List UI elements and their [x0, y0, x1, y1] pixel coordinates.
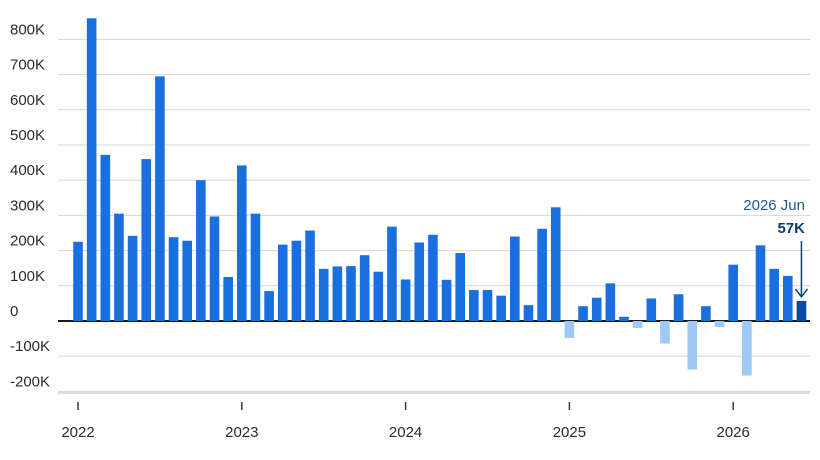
- bar-2024-09: [510, 236, 520, 321]
- bar-2024-06: [469, 290, 479, 321]
- bar-2022-10: [196, 180, 206, 321]
- bar-2022-11: [209, 216, 220, 321]
- x-tick-label: 2022: [61, 424, 94, 441]
- bar-2025-04: [605, 283, 616, 321]
- bar-2022-08: [168, 237, 179, 321]
- bar-2023-07: [318, 268, 329, 321]
- y-tick-label: 200K: [10, 233, 45, 250]
- y-tick-label: 700K: [10, 57, 45, 74]
- bar-2024-07: [482, 290, 493, 321]
- bar-2025-09: [673, 294, 684, 321]
- y-tick-label: 0: [10, 303, 18, 320]
- bar-2023-09: [346, 266, 356, 321]
- bar-2022-06: [141, 159, 152, 321]
- bar-2025-11: [701, 306, 711, 321]
- y-tick-label: 400K: [10, 162, 45, 179]
- bar-2026-03: [755, 245, 766, 321]
- bar-2026-06: [796, 300, 807, 321]
- bar-2025-03: [591, 297, 602, 321]
- bar-2024-10: [523, 305, 534, 321]
- bar-2025-01: [564, 321, 575, 338]
- bar-2022-07: [155, 76, 165, 321]
- bar-2023-11: [373, 271, 384, 321]
- y-tick-label: -200K: [10, 373, 50, 390]
- bar-2024-04: [441, 279, 452, 321]
- bar-2024-05: [455, 253, 465, 321]
- y-tick-label: 500K: [10, 127, 45, 144]
- y-tick-label: 600K: [10, 92, 45, 109]
- bar-2023-06: [305, 230, 315, 321]
- bar-2026-05: [783, 275, 793, 321]
- x-tick-label: 2026: [717, 424, 750, 441]
- bar-2025-05: [619, 316, 629, 321]
- bar-2026-02: [742, 321, 752, 376]
- x-tick-label: 2024: [389, 424, 422, 441]
- bar-2022-05: [127, 235, 138, 321]
- x-tick-label: 2025: [553, 424, 586, 441]
- bar-2024-01: [400, 279, 411, 321]
- bar-2022-03: [100, 154, 111, 321]
- y-tick-label: -100K: [10, 338, 50, 355]
- y-axis-labels: -200K -100K 0 100K 200K 300K 400K 500K 600K 700K 8…: [10, 21, 50, 390]
- gridlines: [58, 38, 810, 392]
- bar-2026-01: [728, 264, 738, 321]
- y-tick-label: 800K: [10, 21, 45, 38]
- bar-2023-04: [277, 244, 288, 321]
- bar-2024-12: [550, 207, 561, 321]
- x-tick-label: 2023: [225, 424, 258, 441]
- annotation-value-label: 57K: [777, 220, 805, 237]
- bar-2023-03: [264, 291, 274, 321]
- annotation-arrow-head: [794, 288, 809, 299]
- bar-2025-12: [714, 321, 725, 327]
- annotation-date-label: 2026 Jun: [743, 197, 805, 214]
- bar-2022-02: [86, 18, 97, 322]
- x-axis: 2022 2023 2024 2025 2026: [58, 392, 810, 441]
- bar-2024-02: [414, 242, 425, 321]
- bar-2025-02: [578, 306, 588, 321]
- bar-2026-04: [769, 268, 779, 321]
- bar-2023-02: [250, 213, 261, 321]
- bar-2023-08: [332, 266, 343, 321]
- bar-2023-05: [291, 240, 302, 321]
- bar-2024-08: [496, 295, 506, 321]
- bar-2025-07: [646, 298, 657, 321]
- bar-2025-06: [632, 321, 643, 329]
- bar-2022-01: [73, 241, 83, 321]
- bar-2023-10: [359, 255, 370, 321]
- bar-2023-12: [387, 226, 397, 321]
- bar-2025-08: [660, 321, 670, 344]
- bar-2022-09: [182, 240, 192, 321]
- bar-2022-12: [223, 277, 233, 321]
- bar-2024-03: [428, 234, 438, 321]
- bar-2023-01: [237, 165, 247, 321]
- y-tick-label: 300K: [10, 197, 45, 214]
- bar-2024-11: [537, 228, 547, 321]
- y-tick-label: 100K: [10, 268, 45, 285]
- bars: [73, 18, 807, 376]
- bar-2022-04: [114, 213, 124, 321]
- latest-value-annotation: 2026 Jun 57K: [743, 197, 809, 299]
- bar-2025-10: [687, 321, 698, 370]
